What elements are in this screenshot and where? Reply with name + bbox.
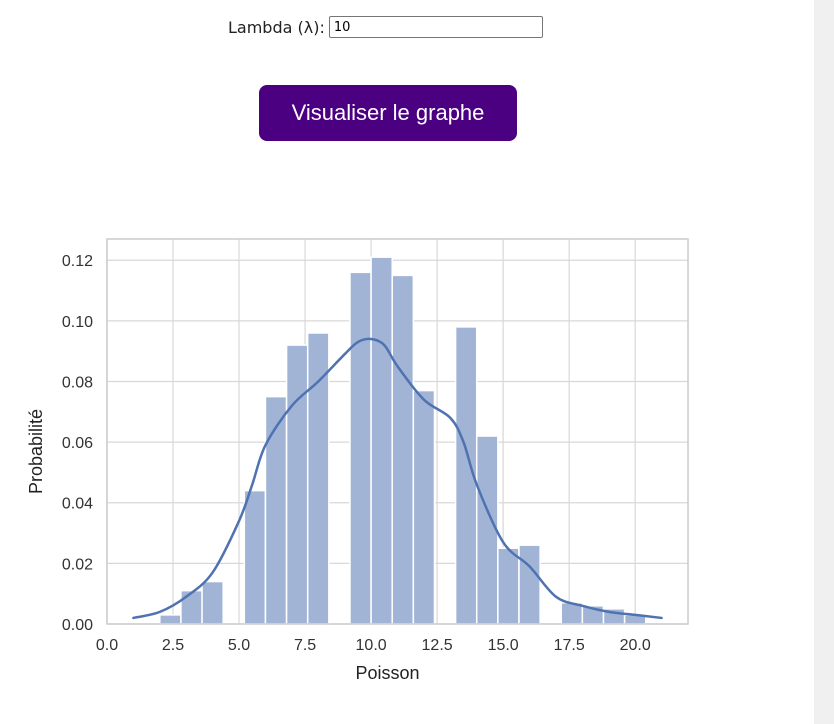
x-axis-label: Poisson (355, 663, 419, 683)
lambda-input[interactable] (328, 16, 543, 38)
y-axis-ticks: 0.00 0.02 0.04 0.06 0.08 0.10 0.12 (62, 253, 93, 634)
histogram-bar (180, 589, 203, 625)
x-tick-label: 5.0 (228, 637, 250, 654)
histogram-bar (391, 274, 415, 625)
y-tick-label: 0.02 (62, 556, 93, 573)
histogram-bar (370, 256, 393, 625)
histogram-bar (497, 547, 520, 625)
x-tick-label: 20.0 (620, 637, 651, 654)
visualize-button[interactable]: Visualiser le graphe (259, 85, 517, 141)
y-tick-label: 0.04 (62, 496, 93, 513)
chart-bars (159, 256, 647, 625)
histogram-bar (285, 344, 309, 625)
x-axis-ticks: 0.0 2.5 5.0 7.5 10.0 12.5 15.0 17.5 20.0 (96, 637, 651, 654)
x-tick-label: 2.5 (162, 637, 184, 654)
y-axis-label: Probabilité (26, 409, 46, 494)
histogram-bar (201, 580, 224, 625)
y-tick-label: 0.06 (62, 435, 93, 452)
x-tick-label: 12.5 (422, 637, 453, 654)
y-tick-label: 0.12 (62, 253, 93, 270)
chart-frame (106, 238, 689, 625)
x-tick-label: 17.5 (554, 637, 585, 654)
scrollbar-track[interactable] (814, 0, 834, 724)
histogram-bar (264, 395, 288, 625)
histogram-bar (349, 271, 372, 625)
poisson-chart: 0.0 2.5 5.0 7.5 10.0 12.5 15.0 17.5 20.0 0.00 0.0… (0, 220, 720, 690)
histogram-bar (518, 544, 541, 625)
kde-curve (132, 337, 663, 620)
x-tick-label: 7.5 (294, 637, 316, 654)
x-tick-label: 10.0 (356, 637, 387, 654)
y-tick-label: 0.10 (62, 314, 93, 331)
lambda-row: Lambda (λ): (228, 14, 543, 40)
y-tick-label: 0.08 (62, 374, 93, 391)
histogram-bar (243, 489, 267, 625)
lambda-label: Lambda (λ): (228, 17, 325, 37)
histogram-bar (159, 614, 182, 625)
chart-svg: 0.0 2.5 5.0 7.5 10.0 12.5 15.0 17.5 20.0 0.000.0… (26, 238, 689, 683)
y-tick-label: 0.00 (62, 617, 93, 634)
x-tick-label: 0.0 (96, 637, 118, 654)
histogram-bar (306, 332, 330, 625)
histogram-bar (412, 389, 436, 625)
histogram-bar (475, 435, 499, 625)
x-tick-label: 15.0 (488, 637, 519, 654)
